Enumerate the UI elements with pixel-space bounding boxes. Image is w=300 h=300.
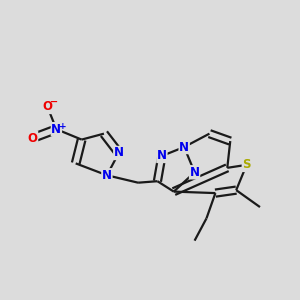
Text: N: N <box>102 169 112 182</box>
Text: −: − <box>50 97 58 106</box>
Text: N: N <box>179 140 189 154</box>
Text: O: O <box>43 100 52 113</box>
Text: O: O <box>28 132 38 145</box>
Text: N: N <box>157 149 167 162</box>
Text: N: N <box>114 146 124 160</box>
Text: N: N <box>190 166 200 179</box>
Text: +: + <box>59 122 67 131</box>
Text: S: S <box>242 158 251 171</box>
Text: N: N <box>51 123 62 136</box>
